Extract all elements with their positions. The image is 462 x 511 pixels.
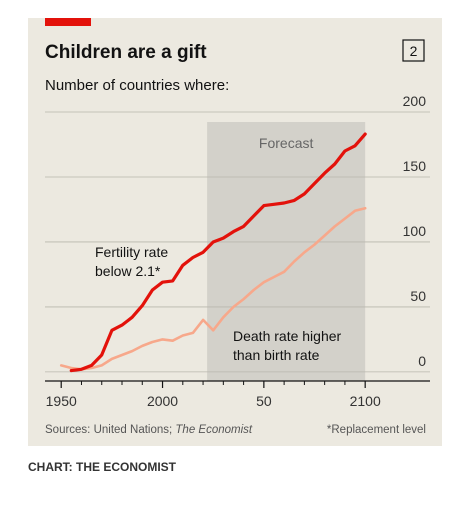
y-tick-label: 0 — [418, 353, 426, 369]
source-text: Sources: United Nations; — [45, 424, 175, 436]
y-tick-label: 100 — [403, 223, 427, 239]
y-tick-label: 50 — [410, 288, 426, 304]
x-tick-label: 2100 — [350, 393, 381, 409]
forecast-layer: Forecast — [207, 122, 366, 381]
series-label: below 2.1* — [95, 263, 161, 279]
series-label: Death rate higher — [233, 328, 342, 344]
forecast-shade — [207, 122, 366, 381]
x-tick-label: 50 — [256, 393, 272, 409]
series-label: Fertility rate — [95, 244, 168, 260]
y-tick-label: 200 — [403, 93, 427, 109]
red-tag — [45, 18, 91, 26]
source: Sources: United Nations; The Economist — [45, 424, 253, 436]
series-line — [69, 132, 367, 373]
x-tick-label: 1950 — [46, 393, 77, 409]
source-text: The Economist — [175, 424, 253, 436]
chart-number: 2 — [410, 43, 418, 59]
footnote: *Replacement level — [327, 424, 426, 436]
series-line — [59, 206, 367, 371]
y-tick-label: 150 — [403, 158, 427, 174]
x-tick-label: 2000 — [147, 393, 178, 409]
subtitle: Number of countries where: — [45, 77, 229, 94]
credit: CHART: THE ECONOMIST — [28, 460, 177, 474]
chart-number-box — [402, 39, 425, 62]
series-label: than birth rate — [233, 347, 320, 363]
forecast-label: Forecast — [259, 135, 314, 151]
chart-title: Children are a gift — [45, 42, 207, 63]
